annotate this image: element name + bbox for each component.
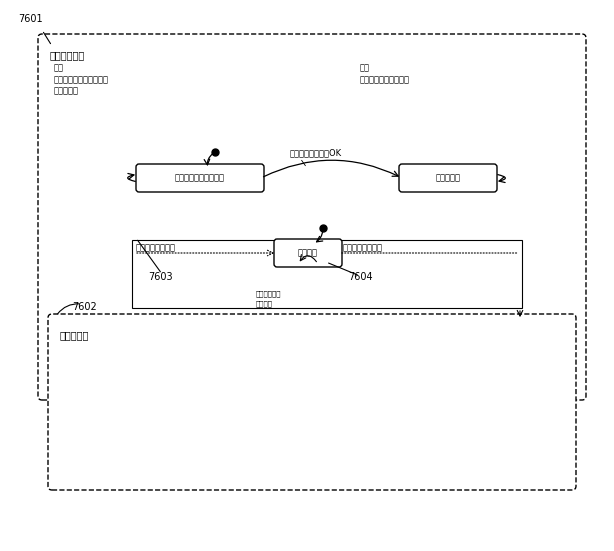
Text: リンスバック停止: リンスバック停止 [136,243,176,252]
FancyBboxPatch shape [38,34,586,400]
Text: アクティブ: アクティブ [60,330,90,340]
Text: 7603: 7603 [148,272,173,282]
Text: リンスバック: リンスバック [50,50,85,60]
Text: 熱量リンスバック容量: 熱量リンスバック容量 [360,75,410,84]
Text: 7602: 7602 [72,302,97,312]
Text: アイドル: アイドル [298,249,318,257]
Text: リンスバック: リンスバック [256,290,281,296]
FancyBboxPatch shape [399,164,497,192]
Text: 透析液リンスバック容量: 透析液リンスバック容量 [54,75,109,84]
Text: リンスバック開始: リンスバック開始 [343,243,383,252]
Text: 透析液濃度: 透析液濃度 [54,86,79,95]
Text: 読取: 読取 [54,63,64,72]
FancyBboxPatch shape [274,239,342,267]
Text: データ更新: データ更新 [435,174,460,182]
Text: 更新: 更新 [360,63,370,72]
FancyBboxPatch shape [136,164,264,192]
Text: 履歴消去: 履歴消去 [256,300,273,306]
FancyBboxPatch shape [48,314,576,490]
Text: 7601: 7601 [18,14,42,24]
Text: データハンドラ初期化: データハンドラ初期化 [175,174,225,182]
Text: 7604: 7604 [348,272,373,282]
Text: リンスバック開始OK: リンスバック開始OK [290,148,342,157]
